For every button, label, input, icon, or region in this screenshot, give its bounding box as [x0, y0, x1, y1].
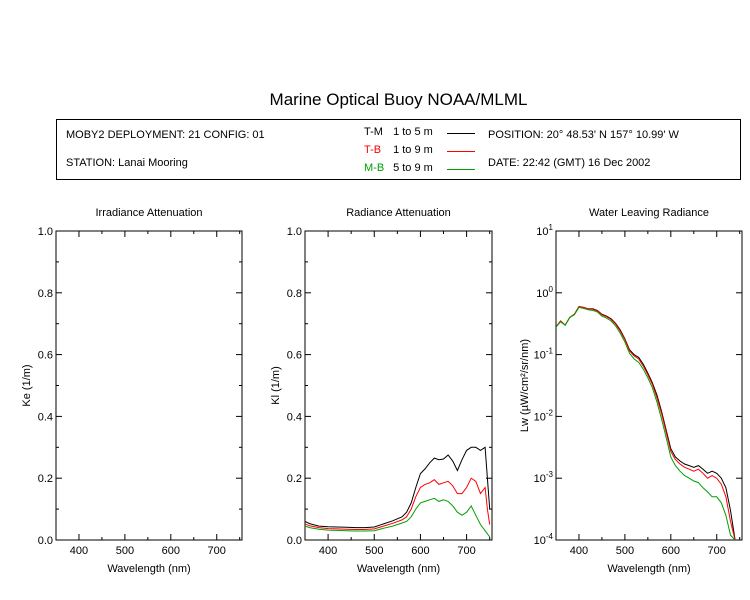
y-tick-label: 1.0 — [287, 226, 302, 238]
y-tick-label: 0.4 — [38, 411, 53, 423]
y-axis-label: Lw (µW/cm²/sr/nm) — [519, 339, 531, 432]
y-tick-label: 0.2 — [287, 473, 302, 485]
chart-1: Irradiance Attenuation 400 500 600 700 Wavele… — [21, 207, 243, 575]
y-tick-label: 0.4 — [287, 411, 302, 423]
deployment-text: MOBY2 DEPLOYMENT: 21 CONFIG: 01 — [66, 129, 265, 141]
legend-range: 5 to 9 m — [393, 162, 433, 174]
legend-item-t-m: T-M 1 to 5 m — [364, 126, 475, 140]
y-tick-label: 0.0 — [287, 535, 302, 547]
series-line-2 — [305, 477, 491, 530]
x-axis-label: Wavelength (nm) — [607, 563, 690, 575]
chart-title: Radiance Attenuation — [346, 207, 451, 219]
x-tick-label: 600 — [662, 545, 680, 557]
y-tick-label: 0.8 — [287, 288, 302, 300]
station-text: STATION: Lanai Mooring — [66, 157, 188, 169]
legend-line-m-b — [447, 169, 475, 170]
deployment-info-box: MOBY2 DEPLOYMENT: 21 CONFIG: 01 STATION:… — [56, 119, 741, 180]
x-tick-label: 700 — [708, 545, 726, 557]
y-tick-label: 0.8 — [38, 288, 53, 300]
chart-title: Irradiance Attenuation — [95, 207, 202, 219]
x-tick-label: 600 — [411, 545, 429, 557]
y-tick-label: 10-3 — [534, 470, 554, 485]
series-line-2 — [556, 305, 736, 540]
plot-frame — [555, 230, 743, 541]
legend-line-t-m — [447, 133, 475, 134]
y-tick-label: 10-4 — [534, 532, 554, 547]
page-title: Marine Optical Buoy NOAA/MLML — [269, 90, 528, 109]
x-tick-label: 500 — [365, 545, 383, 557]
series-line-3 — [305, 497, 491, 538]
y-tick-label: 10-1 — [534, 347, 554, 362]
x-tick-label: 700 — [208, 545, 226, 557]
series-line-3 — [556, 306, 736, 540]
x-axis-label: Wavelength (nm) — [107, 563, 190, 575]
y-axis-label: Kl (1/m) — [270, 366, 282, 405]
legend-line-t-b — [447, 151, 475, 152]
y-tick-label: 0.0 — [38, 535, 53, 547]
plot-frame — [304, 230, 493, 541]
legend-code: T-B — [364, 144, 382, 156]
x-tick-label: 500 — [116, 545, 134, 557]
x-axis-label: Wavelength (nm) — [357, 563, 440, 575]
series-line-1 — [305, 446, 491, 529]
chart-2: Radiance Attenuation 400 500 600 700 Waveleng… — [270, 207, 493, 575]
y-tick-label: 0.2 — [38, 473, 53, 485]
position-text: POSITION: 20° 48.53' N 157° 10.99' W — [488, 129, 679, 141]
series-line-1 — [556, 305, 736, 540]
x-tick-label: 500 — [616, 545, 634, 557]
x-tick-label: 400 — [570, 545, 588, 557]
legend-item-m-b: M-B 5 to 9 m — [364, 162, 475, 176]
legend-range: 1 to 5 m — [393, 126, 433, 138]
y-tick-label: 100 — [536, 285, 553, 300]
legend-code: M-B — [364, 162, 385, 174]
x-tick-label: 700 — [457, 545, 475, 557]
x-tick-label: 400 — [70, 545, 88, 557]
legend-code: T-M — [364, 126, 383, 138]
y-tick-label: 0.6 — [287, 350, 302, 362]
chart-3: Water Leaving Radiance 400 500 600 700 Wavele… — [519, 207, 743, 575]
plot-frame — [55, 230, 243, 541]
y-tick-label: 101 — [536, 223, 553, 238]
x-tick-label: 600 — [162, 545, 180, 557]
y-tick-label: 10-2 — [534, 408, 554, 423]
y-axis-label: Ke (1/m) — [21, 364, 33, 406]
legend-range: 1 to 9 m — [393, 144, 433, 156]
legend-item-t-b: T-B 1 to 9 m — [364, 144, 475, 158]
x-tick-label: 400 — [319, 545, 337, 557]
chart-title: Water Leaving Radiance — [589, 207, 709, 219]
y-tick-label: 1.0 — [38, 226, 53, 238]
y-tick-label: 0.6 — [38, 350, 53, 362]
date-text: DATE: 22:42 (GMT) 16 Dec 2002 — [488, 157, 651, 169]
